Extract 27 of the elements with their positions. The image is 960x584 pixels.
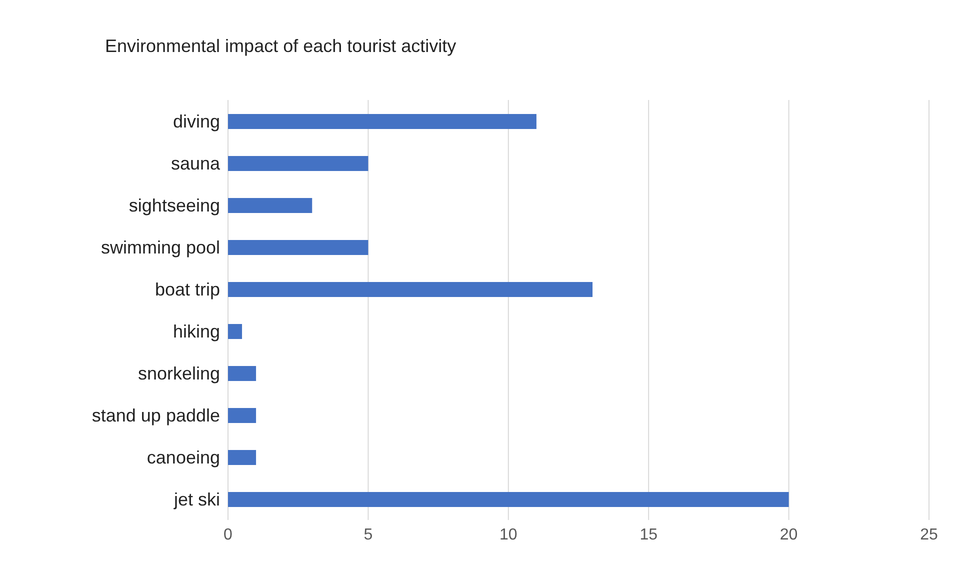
y-tick-label: canoeing bbox=[146, 447, 220, 468]
x-tick-label: 5 bbox=[364, 526, 373, 544]
bar bbox=[228, 450, 256, 465]
bar bbox=[228, 408, 256, 423]
x-tick-label: 15 bbox=[640, 526, 658, 544]
x-tick-label: 20 bbox=[780, 526, 798, 544]
bar bbox=[228, 324, 242, 339]
x-tick-label: 10 bbox=[500, 526, 518, 544]
bar bbox=[228, 198, 312, 213]
y-tick-label: stand up paddle bbox=[92, 405, 220, 426]
bar bbox=[228, 492, 789, 507]
y-tick-label: swimming pool bbox=[100, 237, 220, 258]
bar bbox=[228, 240, 368, 255]
bar bbox=[228, 282, 593, 297]
y-tick-label: sightseeing bbox=[128, 195, 220, 216]
bar bbox=[228, 114, 536, 129]
bar bbox=[228, 366, 256, 381]
y-tick-label: snorkeling bbox=[138, 363, 220, 384]
y-tick-label: hiking bbox=[172, 321, 220, 342]
x-tick-label: 25 bbox=[920, 526, 938, 544]
chart-title: Environmental impact of each tourist activity bbox=[105, 36, 456, 57]
y-tick-label: sauna bbox=[170, 153, 221, 174]
x-tick-label: 0 bbox=[224, 526, 233, 544]
bar bbox=[228, 156, 368, 171]
y-tick-label: boat trip bbox=[154, 279, 220, 300]
y-tick-label: jet ski bbox=[172, 489, 220, 510]
y-tick-label: diving bbox=[172, 111, 220, 132]
